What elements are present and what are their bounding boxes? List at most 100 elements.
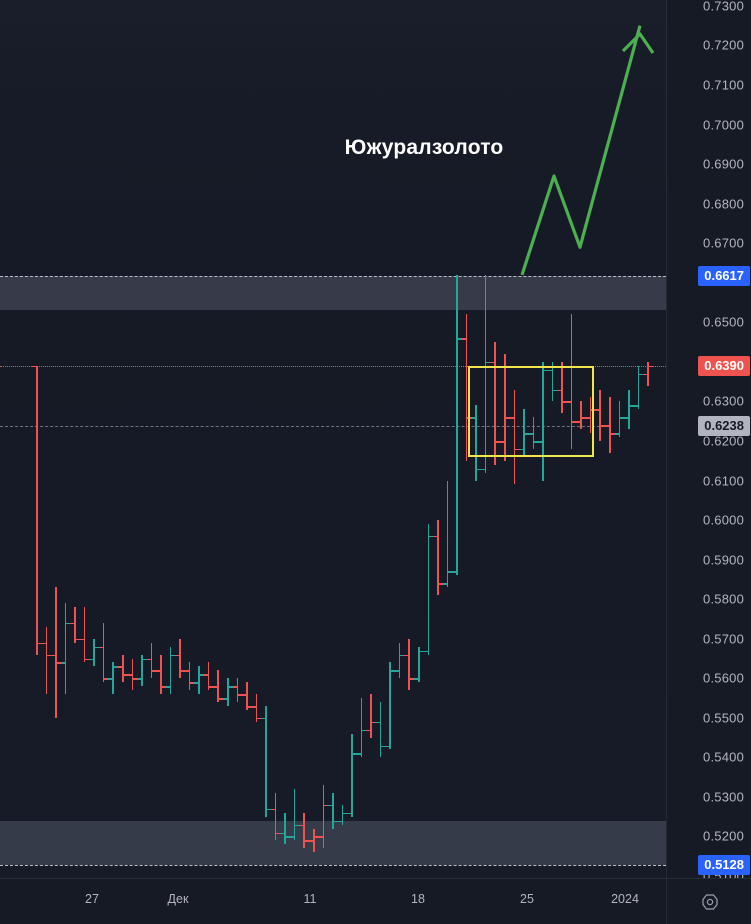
bar-open-tick (490, 361, 495, 364)
ohlc-bar (547, 0, 558, 878)
ohlc-bar (184, 0, 195, 878)
bar-range (64, 603, 67, 695)
bar-range (141, 654, 143, 687)
ohlc-bar (509, 0, 520, 878)
bar-open-tick (184, 670, 189, 672)
time-tick[interactable]: 11 (303, 892, 317, 906)
bar-range (236, 678, 239, 702)
bar-close-tick (400, 654, 405, 657)
bar-range (179, 638, 181, 679)
bar-close-tick (610, 433, 615, 435)
bar-close-tick (371, 721, 376, 724)
bar-range (255, 694, 258, 722)
bar-range (465, 314, 468, 461)
bar-close-tick (343, 812, 348, 815)
ohlc-bar (127, 0, 138, 878)
ohlc-bar (519, 0, 529, 878)
bar-range (150, 642, 153, 679)
time-tick[interactable]: 2024 (611, 892, 639, 906)
ohlc-bar (137, 0, 147, 878)
support-price-badge[interactable]: 0.5128 (698, 854, 750, 875)
bar-close-tick (457, 338, 462, 340)
bar-range (370, 694, 372, 738)
ohlc-bar (165, 0, 176, 878)
level-price-badge[interactable]: 0.6238 (698, 415, 750, 436)
price-tick: 0.7200 (703, 37, 744, 53)
consolidation-box[interactable] (468, 365, 594, 457)
bar-close-tick (495, 440, 500, 443)
price-tick: 0.6800 (703, 196, 744, 212)
bar-open-tick (137, 678, 142, 680)
price-tick: 0.5600 (703, 670, 744, 686)
bar-range (160, 654, 162, 695)
bar-close-tick (266, 808, 271, 811)
bar-open-tick (223, 698, 227, 700)
bar-open-tick (605, 425, 609, 427)
bar-range (418, 646, 420, 683)
bar-open-tick (156, 670, 161, 672)
bar-range (561, 361, 563, 414)
bar-close-tick (219, 698, 224, 700)
time-tick[interactable]: 18 (411, 892, 425, 906)
bar-close-tick (553, 389, 558, 392)
ohlc-bar (347, 0, 357, 878)
bar-range (227, 678, 229, 706)
bar-range (341, 804, 344, 825)
bar-close-tick (648, 365, 653, 368)
price-tick: 0.7000 (703, 117, 744, 133)
bar-range (446, 480, 449, 588)
bar-close-tick (381, 745, 386, 748)
bar-close-tick (199, 674, 204, 676)
price-tick: 0.5900 (703, 552, 744, 568)
bar-close-tick (238, 694, 243, 696)
last-price-badge[interactable]: 0.6390 (698, 355, 750, 376)
clock-icon[interactable] (701, 894, 718, 911)
bar-range (351, 733, 353, 817)
bar-close-tick (601, 425, 606, 427)
bar-close-tick (228, 686, 233, 688)
time-tick[interactable]: 25 (520, 892, 534, 906)
bar-close-tick (152, 670, 157, 672)
price-tick: 0.5200 (703, 828, 744, 844)
last-price-line (0, 365, 666, 367)
bar-open-tick (299, 824, 304, 827)
bar-range (284, 812, 286, 845)
bar-range (513, 389, 516, 485)
ohlc-bar (566, 0, 577, 878)
ohlc-bar (643, 0, 653, 878)
bar-open-tick (633, 405, 638, 407)
ohlc-bar (213, 0, 224, 878)
ohlc-bar (404, 0, 415, 878)
bar-range (408, 638, 411, 691)
bar-range (570, 314, 573, 449)
time-tick[interactable]: Дек (167, 892, 189, 906)
ohlc-bar (557, 0, 567, 878)
bar-open-tick (318, 836, 323, 839)
bar-open-tick (203, 674, 208, 676)
time-axis[interactable]: 27 Дек 11 18 25 2024 (0, 878, 666, 924)
bar-open-tick (509, 417, 514, 419)
bar-range (265, 705, 267, 817)
bar-close-tick (314, 836, 319, 839)
bar-open-tick (175, 654, 180, 657)
ohlc-bar (280, 0, 290, 878)
time-tick[interactable]: 27 (85, 892, 99, 906)
bar-open-tick (79, 638, 84, 641)
axis-corner[interactable] (666, 878, 751, 924)
ohlc-bar (375, 0, 386, 878)
bar-close-tick (171, 654, 176, 657)
bar-open-tick (643, 373, 648, 376)
price-axis[interactable]: 0.7300 0.7200 0.7100 0.7000 0.6900 0.6800 0.67… (666, 0, 751, 883)
chart-plot-area[interactable]: Южуралзолото (0, 0, 666, 878)
price-tick: 0.6500 (703, 314, 744, 330)
ohlc-bar (356, 0, 367, 878)
bar-close-tick (276, 832, 281, 835)
bar-range (169, 646, 172, 695)
bar-open-tick (375, 721, 380, 724)
resistance-price-badge[interactable]: 0.6617 (698, 266, 750, 287)
bar-close-tick (104, 678, 109, 680)
bar-close-tick (515, 448, 520, 451)
bar-close-tick (47, 654, 52, 657)
ohlc-bar (318, 0, 329, 878)
